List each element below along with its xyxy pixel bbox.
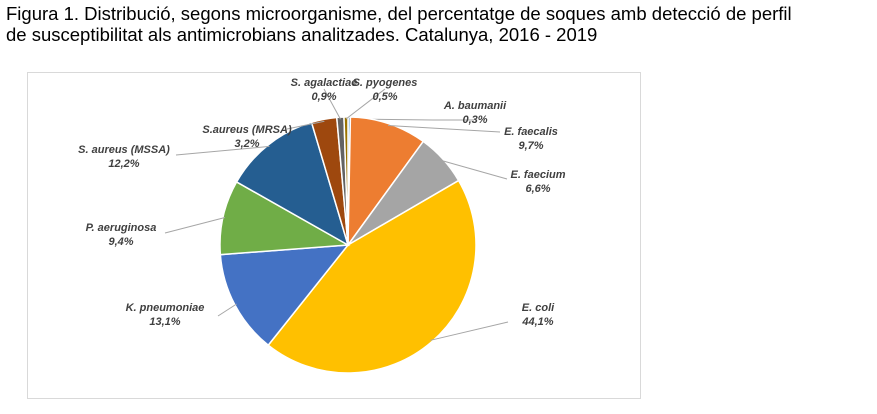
figure-title: Figura 1. Distribució, segons microorgan… bbox=[6, 3, 874, 45]
figure-title-line-1: Figura 1. Distribució, segons microorgan… bbox=[6, 3, 792, 24]
slice-label-e-faecium: E. faecium bbox=[510, 169, 565, 181]
slice-value-p-aeruginosa: 9,4% bbox=[108, 236, 133, 248]
slice-label-p-aeruginosa: P. aeruginosa bbox=[86, 222, 157, 234]
figure-title-line-2: de susceptibilitat als antimicrobians an… bbox=[6, 24, 598, 45]
slice-label-a-baumanii: A. baumanii bbox=[443, 100, 507, 112]
slice-label-s-aureus-mrsa: S.aureus (MRSA) bbox=[202, 124, 292, 136]
leader-line-k-pneumoniae bbox=[217, 303, 237, 317]
leader-line-a-baumanii bbox=[349, 118, 474, 121]
slice-value-s-aureus-mrsa: 3,2% bbox=[234, 138, 259, 150]
slice-label-k-pneumoniae: K. pneumoniae bbox=[126, 302, 205, 314]
slice-value-k-pneumoniae: 13,1% bbox=[149, 316, 180, 328]
leader-line-e-coli bbox=[430, 321, 509, 341]
leader-line-s-pyogenes bbox=[345, 88, 386, 120]
slice-label-s-pyogenes: S. pyogenes bbox=[353, 77, 418, 89]
slice-label-e-faecalis: E. faecalis bbox=[504, 126, 558, 138]
leader-line-s-aureus-mrsa bbox=[286, 120, 325, 130]
leader-line-e-faecium bbox=[441, 160, 508, 180]
chart-area: A. baumanii 0,3% E. faecalis 9,7% E. faecium… bbox=[27, 72, 641, 399]
slice-value-e-faecium: 6,6% bbox=[525, 183, 550, 195]
pie-slice-e-faecalis bbox=[347, 116, 425, 248]
slice-value-s-pyogenes: 0,5% bbox=[372, 91, 397, 103]
slice-value-e-coli: 44,1% bbox=[521, 316, 553, 328]
leader-line-e-faecalis bbox=[388, 125, 501, 133]
slice-value-a-baumanii: 0,3% bbox=[462, 114, 487, 126]
pie-slice-e-coli bbox=[267, 179, 477, 374]
leader-line-s-aureus-mssa bbox=[175, 145, 270, 156]
pie-slice-p-aeruginosa bbox=[219, 180, 351, 256]
slice-label-s-agalactiae: S. agalactiae bbox=[291, 77, 358, 89]
slice-value-s-agalactiae: 0,9% bbox=[311, 91, 336, 103]
slice-value-e-faecalis: 9,7% bbox=[518, 140, 543, 152]
slice-label-s-aureus-mssa: S. aureus (MSSA) bbox=[78, 144, 170, 156]
slice-value-s-aureus-mssa: 12,2% bbox=[108, 158, 139, 170]
pie-chart: A. baumanii 0,3% E. faecalis 9,7% E. faecium… bbox=[78, 77, 566, 374]
slice-label-e-coli: E. coli bbox=[522, 302, 555, 314]
leader-line-p-aeruginosa bbox=[164, 217, 226, 234]
leader-line-s-agalactiae bbox=[323, 88, 341, 120]
